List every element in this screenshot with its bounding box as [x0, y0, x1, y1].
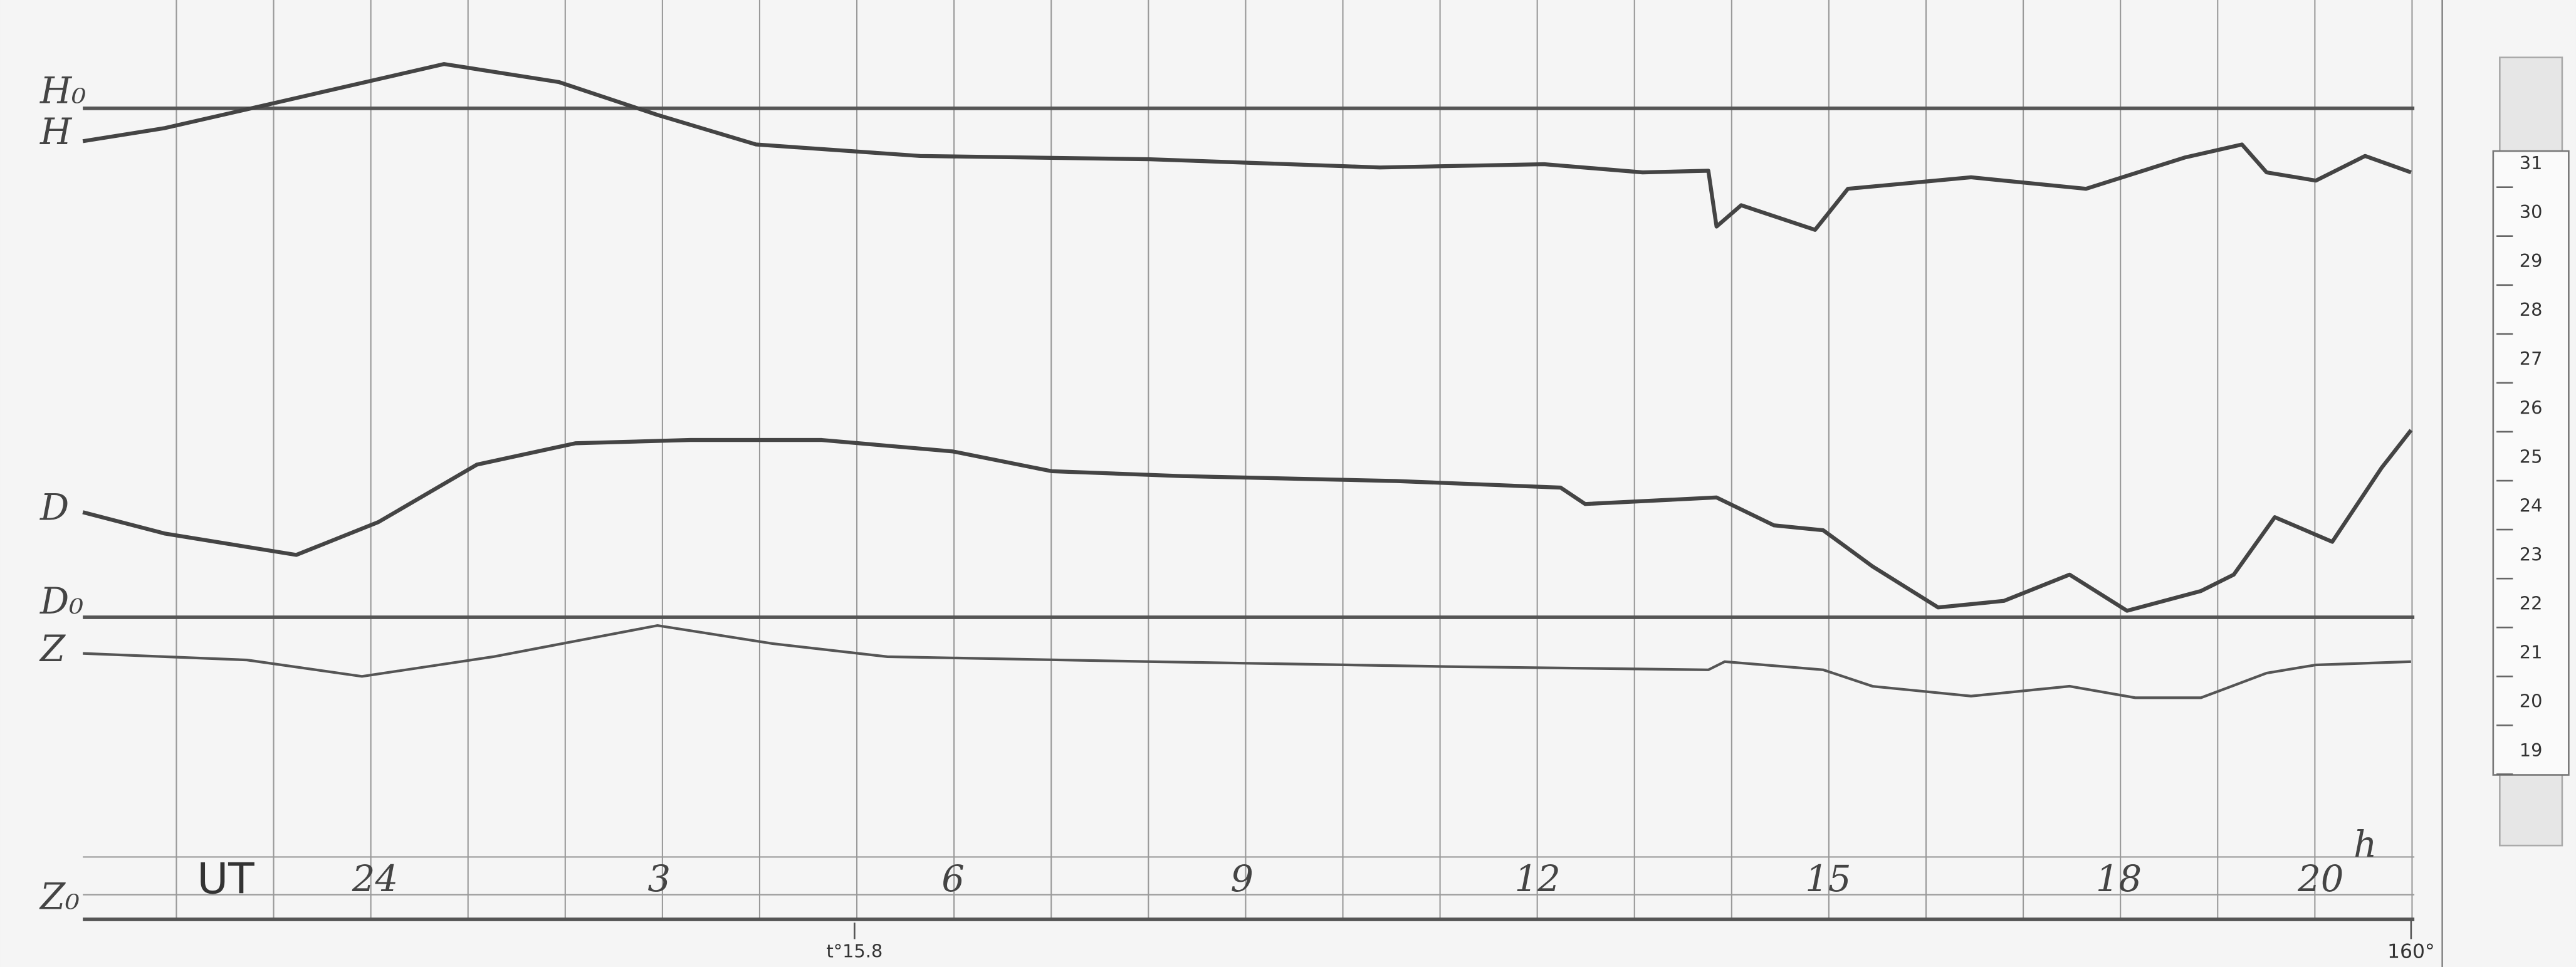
baseline-label: H — [39, 111, 73, 153]
hour-label: 12 — [1515, 858, 1561, 900]
scale-label: 27 — [2520, 348, 2543, 369]
baseline-label: H₀ — [39, 70, 86, 112]
grid — [175, 0, 2413, 920]
hour-label: 20 — [2297, 858, 2343, 900]
hour-label: 15 — [1805, 858, 1851, 900]
hour-label: 3 — [647, 858, 671, 900]
scale-label: 30 — [2520, 201, 2543, 222]
scale-label: 26 — [2520, 397, 2543, 418]
hour-label: 9 — [1230, 858, 1254, 900]
baseline-label: D — [39, 487, 69, 529]
scale-label: 21 — [2520, 642, 2543, 663]
scale-label: 22 — [2520, 593, 2543, 614]
scale-label: 23 — [2520, 544, 2543, 565]
hour-label: 24 — [352, 858, 398, 900]
hour-label: 6 — [941, 858, 965, 900]
scale-label: 25 — [2520, 446, 2543, 467]
h-trace — [82, 62, 2412, 232]
baseline-label: Z — [39, 628, 66, 670]
hour-label: 18 — [2096, 858, 2142, 900]
scale-label: 20 — [2520, 691, 2543, 712]
scale-card — [2492, 150, 2570, 776]
scale-label: 29 — [2520, 250, 2543, 271]
time-axis-label: UT — [197, 854, 254, 904]
scale-label: 31 — [2520, 152, 2543, 174]
hour-unit: h — [2353, 823, 2377, 865]
baseline-label: D₀ — [39, 580, 83, 622]
scale-label: 28 — [2520, 299, 2543, 320]
d-trace — [82, 429, 2413, 613]
z-trace — [83, 624, 2411, 699]
baseline-label: Z₀ — [39, 876, 80, 918]
temperature-note: t°15.8 — [826, 940, 882, 961]
scale-label: 24 — [2520, 494, 2543, 516]
scale-label: 19 — [2520, 740, 2543, 761]
end-mark: 160° — [2387, 940, 2435, 963]
